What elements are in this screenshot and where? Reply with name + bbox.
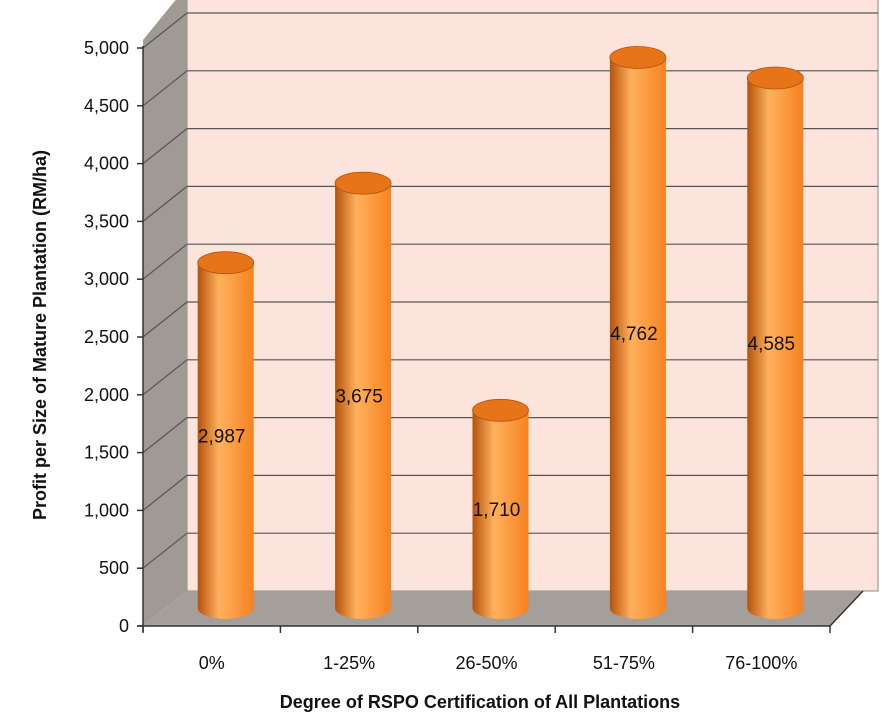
side-wall <box>143 0 187 626</box>
bar-body <box>335 183 392 620</box>
gridline-side <box>142 12 188 49</box>
y-tick-label: 1,000 <box>84 500 129 520</box>
bar <box>197 251 255 619</box>
gridline-side <box>142 417 188 454</box>
x-tick-label: 76-100% <box>725 653 797 673</box>
bar-body <box>609 57 666 619</box>
data-label: 1,710 <box>473 500 521 521</box>
bar-body <box>472 410 529 619</box>
gridline-side <box>142 359 188 396</box>
bar <box>609 46 667 619</box>
gridline-side <box>142 185 188 222</box>
y-tick-label: 1,500 <box>84 443 129 463</box>
x-axis-title: Degree of RSPO Certification of All Plan… <box>280 692 680 712</box>
bar-top <box>472 398 529 422</box>
gridline-side <box>142 243 188 280</box>
bar-top <box>609 46 667 69</box>
gridline-side <box>142 70 188 107</box>
x-tick-label: 51-75% <box>593 653 655 673</box>
bar-body <box>197 262 254 619</box>
y-tick-label: 5,000 <box>84 38 129 58</box>
y-tick-label: 4,000 <box>84 154 129 174</box>
gridline-side <box>142 301 188 338</box>
y-tick-label: 2,500 <box>84 327 129 347</box>
y-tick-label: 4,500 <box>84 96 129 116</box>
bar <box>334 171 392 620</box>
bar <box>746 66 804 619</box>
data-label: 2,987 <box>198 426 246 447</box>
floor-edge <box>829 590 864 627</box>
data-label: 4,762 <box>610 324 658 345</box>
data-labels: 2,987 3,675 1,710 4,762 4,585 <box>198 324 795 521</box>
x-tick-label: 26-50% <box>455 653 517 673</box>
x-tick-label: 1-25% <box>323 653 375 673</box>
y-tick-label: 3,500 <box>84 211 129 231</box>
bar <box>472 398 529 619</box>
y-tick-label: 500 <box>99 558 129 578</box>
gridline-side <box>142 474 188 511</box>
y-tick-label: 2,000 <box>84 385 129 405</box>
bars <box>197 46 804 620</box>
data-label: 4,585 <box>748 334 796 355</box>
bar-top <box>746 66 804 90</box>
bar-top <box>334 171 392 195</box>
bar-body <box>747 77 804 619</box>
x-tick-label: 0% <box>199 653 225 673</box>
y-tick-labels: 0 500 1,000 1,500 2,000 2,500 3,000 3,500 4,000 4… <box>84 38 129 636</box>
y-axis-title: Profit per Size of Mature Plantation (RM… <box>30 150 50 520</box>
gridline-side <box>142 128 188 165</box>
bar-top <box>197 251 255 275</box>
gridline-side <box>142 532 188 569</box>
y-tick-label: 3,000 <box>84 269 129 289</box>
y-tick-label: 0 <box>119 616 129 636</box>
data-label: 3,675 <box>335 387 383 408</box>
axes <box>137 46 864 633</box>
x-tick-labels: 0% 1-25% 26-50% 51-75% 76-100% <box>199 653 798 673</box>
